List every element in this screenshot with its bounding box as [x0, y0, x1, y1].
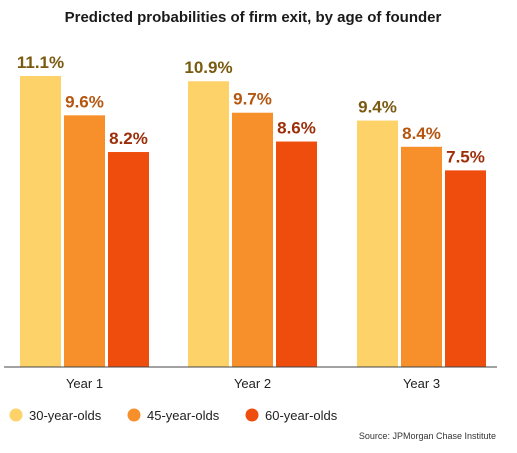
value-label: 9.4%	[358, 98, 397, 117]
legend-label: 45-year-olds	[147, 408, 220, 423]
bar-45-year-olds-year-2	[232, 112, 273, 368]
legend-swatch	[127, 408, 141, 422]
legend: 30-year-olds 45-year-olds 60-year-olds	[9, 408, 338, 423]
value-label: 7.5%	[446, 147, 485, 166]
value-label: 8.4%	[402, 124, 441, 143]
bar-30-year-olds-year-3	[357, 120, 398, 367]
bar-45-year-olds-year-3	[401, 146, 442, 367]
bar-60-year-olds-year-3	[445, 170, 486, 367]
value-label: 9.7%	[233, 90, 272, 109]
source-note: Source: JPMorgan Chase Institute	[359, 431, 496, 441]
bar-30-year-olds-year-2	[188, 81, 229, 368]
x-tick-label: Year 2	[234, 376, 271, 391]
bar-60-year-olds-year-2	[276, 141, 317, 367]
legend-swatch	[9, 408, 23, 422]
legend-swatch	[245, 408, 259, 422]
bar-60-year-olds-year-1	[108, 152, 149, 367]
x-tick-label: Year 1	[66, 376, 103, 391]
chart-title: Predicted probabilities of firm exit, by…	[65, 9, 442, 26]
value-label: 8.6%	[277, 119, 316, 138]
value-label: 9.6%	[65, 92, 104, 111]
value-label: 10.9%	[184, 58, 232, 77]
bars-layer	[20, 76, 486, 368]
value-labels-layer: 11.1% 9.6% 8.2% 10.9%9.7% 8.6% 9.4% 8.4% 7.5%	[17, 53, 485, 166]
legend-label: 60-year-olds	[265, 408, 338, 423]
value-label: 8.2%	[109, 129, 148, 148]
bar-45-year-olds-year-1	[64, 115, 105, 367]
x-tick-label: Year 3	[403, 376, 440, 391]
legend-label: 30-year-olds	[29, 408, 102, 423]
x-tick-labels: Year 1 Year 2 Year 3	[66, 376, 440, 391]
value-label: 11.1%	[17, 53, 64, 72]
bar-30-year-olds-year-1	[20, 76, 61, 367]
